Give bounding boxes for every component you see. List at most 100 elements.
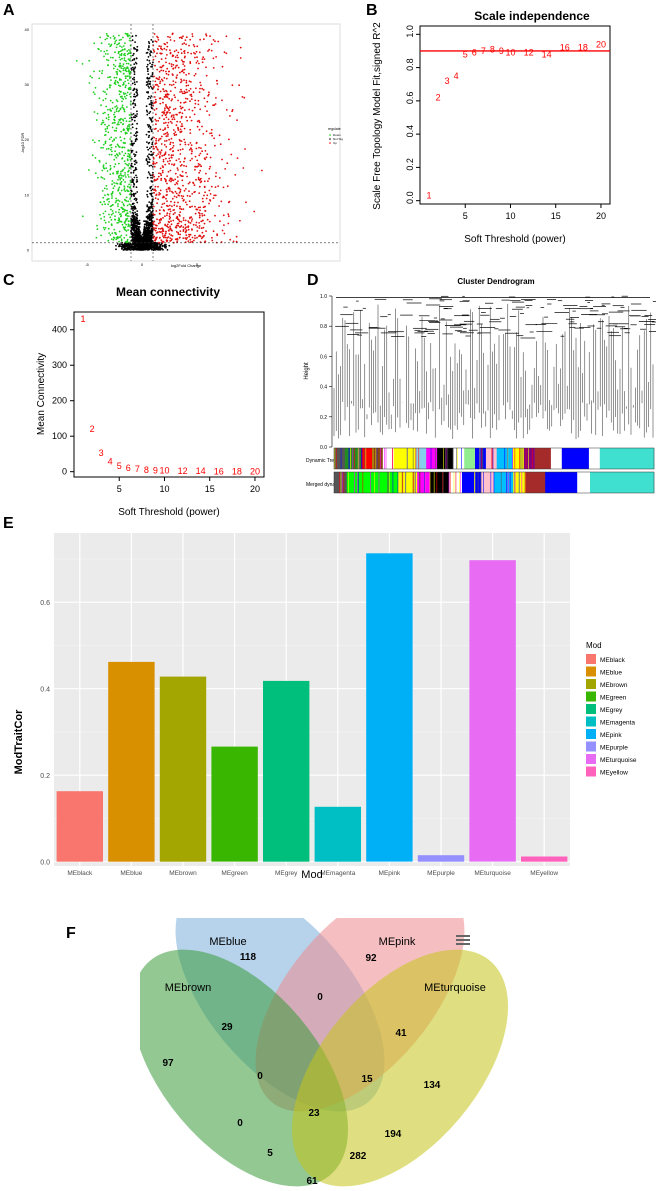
point-up bbox=[178, 213, 181, 216]
module-stripe bbox=[504, 448, 506, 469]
point-up bbox=[201, 212, 204, 215]
point-not-sig bbox=[135, 198, 138, 201]
point-not-sig bbox=[133, 222, 136, 225]
point-down bbox=[121, 151, 124, 153]
point-up bbox=[159, 151, 162, 154]
point-up bbox=[236, 119, 238, 121]
point-down bbox=[102, 196, 105, 199]
point-down bbox=[105, 167, 108, 170]
point-down bbox=[108, 116, 110, 118]
point-up bbox=[160, 177, 163, 180]
point-up bbox=[193, 74, 196, 77]
point-up bbox=[160, 217, 162, 220]
point-up bbox=[156, 84, 159, 86]
point-down bbox=[119, 153, 121, 155]
point-up bbox=[165, 197, 167, 200]
point-down bbox=[122, 65, 124, 67]
point-not-sig bbox=[146, 220, 148, 223]
module-stripe bbox=[447, 448, 449, 469]
module-stripe bbox=[348, 448, 350, 469]
point-not-sig bbox=[134, 140, 137, 143]
point-up bbox=[165, 61, 167, 64]
point-down bbox=[121, 46, 123, 48]
point-up bbox=[172, 108, 175, 111]
point-down bbox=[119, 85, 122, 88]
point-not-sig bbox=[131, 39, 134, 42]
point-up bbox=[178, 139, 181, 141]
point-down bbox=[116, 222, 119, 224]
point-down bbox=[103, 216, 106, 218]
point-not-sig bbox=[150, 104, 153, 106]
legend-key bbox=[586, 666, 596, 677]
module-stripe bbox=[392, 448, 393, 469]
point-not-sig bbox=[144, 220, 147, 223]
point-up bbox=[163, 118, 166, 121]
point-down bbox=[115, 99, 118, 101]
x-axis-label: Mod bbox=[301, 869, 322, 878]
point-up bbox=[175, 159, 178, 162]
point-down bbox=[109, 164, 112, 167]
point-up bbox=[177, 126, 179, 129]
point-up bbox=[199, 163, 201, 166]
module-stripe bbox=[500, 472, 502, 493]
x-tick-label: MEgreen bbox=[221, 870, 248, 877]
point-up bbox=[212, 230, 215, 233]
point-up bbox=[170, 180, 172, 183]
point-down bbox=[124, 77, 127, 80]
y-tick-label: 0.0 bbox=[40, 860, 50, 867]
power-point-label: 14 bbox=[196, 466, 206, 476]
point-up bbox=[189, 132, 192, 134]
point-down bbox=[110, 208, 112, 211]
point-down bbox=[103, 200, 105, 203]
point-not-sig bbox=[137, 232, 140, 235]
point-up bbox=[197, 165, 200, 167]
point-up bbox=[239, 57, 242, 59]
point-not-sig bbox=[133, 73, 136, 76]
x-axis-label: Soft Threshold (power) bbox=[118, 507, 220, 518]
point-down bbox=[114, 163, 117, 166]
module-stripe bbox=[412, 472, 414, 493]
point-not-sig bbox=[134, 230, 137, 232]
point-down bbox=[126, 215, 129, 217]
module-stripe bbox=[350, 448, 351, 469]
point-down bbox=[127, 87, 130, 90]
module-stripe bbox=[507, 448, 509, 469]
y-tick-label: 40 bbox=[25, 27, 30, 32]
module-stripe bbox=[531, 448, 533, 469]
point-up bbox=[158, 237, 161, 239]
x-tick-label: MEblack bbox=[67, 870, 93, 877]
point-down bbox=[120, 213, 122, 215]
point-up bbox=[203, 194, 205, 197]
point-down bbox=[106, 34, 109, 37]
point-up bbox=[161, 203, 164, 206]
point-up bbox=[158, 227, 160, 230]
point-down bbox=[103, 187, 106, 190]
point-down bbox=[104, 91, 106, 93]
point-up bbox=[164, 232, 167, 235]
legend-label: MEmagenta bbox=[600, 720, 635, 727]
point-not-sig bbox=[150, 221, 153, 223]
point-down bbox=[114, 51, 116, 54]
module-color-segment bbox=[513, 448, 525, 469]
point-up bbox=[168, 138, 171, 141]
point-down bbox=[118, 240, 120, 243]
point-not-sig bbox=[146, 216, 149, 219]
point-up bbox=[195, 221, 198, 224]
point-up bbox=[154, 229, 157, 232]
menu-icon[interactable] bbox=[456, 935, 470, 945]
y-tick-label: 0.6 bbox=[320, 354, 327, 360]
point-down bbox=[110, 219, 113, 221]
bar-meturquoise bbox=[469, 560, 516, 862]
point-down bbox=[123, 198, 126, 201]
point-not-sig bbox=[150, 185, 153, 188]
legend-key bbox=[586, 679, 596, 689]
point-not-sig bbox=[150, 39, 153, 41]
point-down bbox=[119, 70, 122, 73]
point-up bbox=[219, 143, 222, 146]
point-up bbox=[173, 50, 176, 53]
point-up bbox=[183, 56, 186, 59]
venn-region-count: 0 bbox=[237, 1118, 243, 1129]
point-down bbox=[106, 88, 109, 91]
point-up bbox=[235, 235, 238, 238]
